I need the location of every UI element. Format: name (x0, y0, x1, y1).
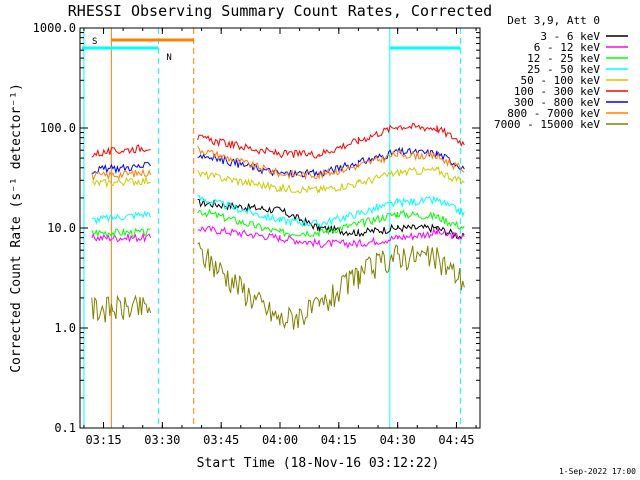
series-line (91, 227, 151, 238)
series-line (197, 166, 465, 194)
legend-label: 100 - 300 keV (514, 85, 600, 98)
x-tick-label: 04:15 (321, 433, 357, 447)
series-line (197, 146, 465, 178)
legend-label: 3 - 6 keV (540, 30, 600, 43)
series-line (197, 194, 465, 228)
series-line (197, 225, 465, 250)
legend-label: 12 - 25 keV (527, 52, 600, 65)
x-axis-label: Start Time (18-Nov-16 03:12:22) (197, 456, 440, 471)
legend-label: 800 - 7000 keV (507, 107, 600, 120)
series-line (197, 208, 465, 238)
series-line (91, 175, 151, 189)
night-flag-label: N (166, 53, 171, 63)
legend-label: 7000 - 15000 keV (494, 118, 600, 131)
axis-layer: 03:15 03:30 03:45 04:00 04:15 04:30 04:45 0.1 1.… (33, 21, 480, 447)
series-line (91, 161, 152, 175)
x-tick-label: 04:00 (262, 433, 298, 447)
y-tick-label: 1000.0 (33, 21, 76, 35)
series-line (197, 242, 465, 330)
series-line (197, 145, 465, 181)
y-tick-label: 1.0 (54, 321, 76, 335)
timestamp: 1-Sep-2022 17:00 (559, 467, 636, 476)
x-tick-label: 04:45 (438, 433, 474, 447)
legend-header: Det 3,9, Att 0 (507, 14, 600, 27)
legend-label: 6 - 12 keV (534, 41, 601, 54)
series-line (197, 122, 465, 159)
chart-title: RHESSI Observing Summary Count Rates, Co… (68, 2, 492, 20)
y-tick-label: 10.0 (47, 221, 76, 235)
x-tick-label: 03:30 (144, 433, 180, 447)
series-line (91, 167, 152, 182)
series-line (91, 144, 151, 158)
series-line (91, 232, 152, 244)
series-layer (91, 122, 465, 330)
legend-label: 25 - 50 keV (527, 63, 600, 76)
y-tick-label: 0.1 (54, 421, 76, 435)
saa-flag-label: S (92, 37, 97, 47)
x-tick-label: 03:15 (85, 433, 121, 447)
x-tick-label: 04:30 (380, 433, 416, 447)
series-line (91, 294, 152, 323)
series-line (91, 210, 152, 226)
legend-label: 300 - 800 keV (514, 96, 600, 109)
x-tick-label: 03:45 (203, 433, 239, 447)
y-axis-label: Corrected Count Rate (s⁻¹ detector⁻¹) (9, 83, 24, 373)
annotation-layer: SN (82, 28, 461, 428)
legend-label: 50 - 100 keV (521, 74, 601, 87)
y-tick-label: 100.0 (40, 121, 76, 135)
